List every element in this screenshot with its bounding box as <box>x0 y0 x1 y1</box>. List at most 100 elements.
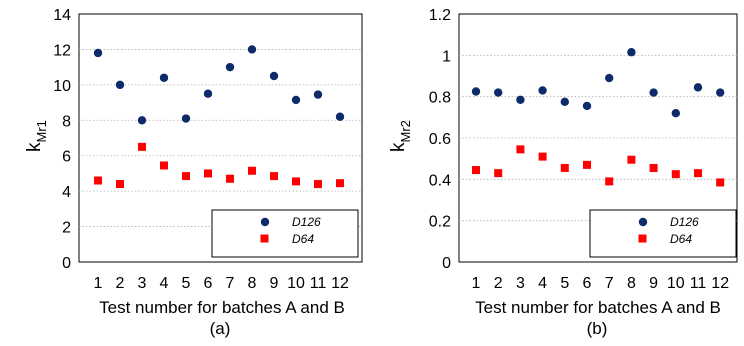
y-ticks-b: 0 0.2 0.4 0.6 0.8 1 1.2 <box>429 7 451 272</box>
x-tick-label-a: 5 <box>182 275 191 292</box>
legend-marker-d64-a <box>260 234 269 243</box>
x-tick-label-a: 4 <box>160 275 169 292</box>
point-d126-a-8 <box>247 45 257 54</box>
point-d126-a-11 <box>313 90 323 99</box>
x-tick-label-b: 3 <box>516 275 525 292</box>
x-tick-label-b: 12 <box>711 275 729 292</box>
x-tick-label-b: 11 <box>690 275 707 292</box>
point-d64-a-8 <box>248 166 256 175</box>
point-d126-b-5 <box>560 97 569 107</box>
point-d126-a-10 <box>291 95 301 105</box>
x-tick-label-a: 10 <box>287 275 305 292</box>
legend-label-d64-a: D64 <box>292 232 314 246</box>
y-tick-label-b: 0.6 <box>429 131 451 148</box>
point-d64-a-6 <box>204 169 212 178</box>
point-d64-b-2 <box>494 169 503 178</box>
point-d64-b-7 <box>605 177 614 186</box>
legend-label-d64-b: D64 <box>670 232 692 246</box>
x-tick-label-b: 8 <box>627 275 636 292</box>
point-d64-b-4 <box>538 152 547 161</box>
legend-box-a <box>211 209 359 258</box>
legend-b: D126 D64 <box>589 209 737 258</box>
point-d126-b-9 <box>649 88 658 97</box>
point-d64-a-12 <box>336 179 344 188</box>
point-d126-a-2 <box>115 80 125 90</box>
point-d126-b-8 <box>627 48 636 57</box>
x-tick-label-a: 1 <box>94 275 103 292</box>
point-d64-a-7 <box>226 174 234 183</box>
legend-marker-d126-a <box>260 217 270 227</box>
x-axis-label-a: Test number for batches A and B <box>99 298 345 317</box>
data-points-b <box>471 48 725 187</box>
data-points-a <box>93 45 345 189</box>
point-d64-a-11 <box>314 180 322 189</box>
legend-a: D126 D64 <box>211 209 359 258</box>
point-d64-a-4 <box>160 161 168 170</box>
x-ticks-b: 1 2 3 4 5 6 7 8 9 10 11 12 <box>472 275 730 292</box>
point-d64-a-5 <box>182 172 190 181</box>
y-axis-label-a: kMr1 <box>24 120 49 152</box>
x-tick-label-a: 9 <box>270 275 279 292</box>
panel-b: 00.20.40.60.811.2 1 2 3 4 5 6 7 8 9 10 11 12 D126 D… <box>388 7 738 338</box>
y-tick-label-b: 0.2 <box>429 214 451 231</box>
point-d126-b-3 <box>516 95 525 104</box>
point-d126-b-4 <box>538 86 547 95</box>
x-tick-label-b: 4 <box>538 275 547 292</box>
point-d64-b-6 <box>583 160 591 169</box>
panel-caption-a: (a) <box>210 319 231 338</box>
point-d126-b-2 <box>494 88 503 97</box>
panel-caption-b: (b) <box>587 319 608 338</box>
y-axis-label-b: kMr2 <box>388 120 413 152</box>
point-d64-b-8 <box>627 155 636 164</box>
x-tick-label-b: 9 <box>649 275 658 292</box>
x-tick-label-a: 3 <box>138 275 147 292</box>
point-d126-a-4 <box>159 73 169 82</box>
legend-label-d126-b: D126 <box>670 215 699 229</box>
y-tick-label-a: 10 <box>53 78 71 95</box>
point-d64-b-10 <box>671 170 680 179</box>
x-ticks-a: 1 2 3 4 5 6 7 8 9 10 11 12 <box>94 275 349 292</box>
point-d126-b-6 <box>582 101 592 111</box>
y-tick-label-a: 4 <box>62 184 71 201</box>
point-d126-a-12 <box>335 112 345 121</box>
point-d126-a-9 <box>269 71 279 81</box>
y-tick-label-a: 6 <box>62 149 71 166</box>
x-tick-label-a: 12 <box>331 275 349 292</box>
point-d64-b-11 <box>694 169 702 178</box>
point-d126-b-11 <box>693 83 703 92</box>
point-d126-a-7 <box>225 62 235 72</box>
y-tick-label-a: 12 <box>53 42 71 59</box>
y-tick-label-a: 0 <box>62 255 71 272</box>
point-d126-a-5 <box>181 114 191 123</box>
point-d64-a-2 <box>116 180 124 189</box>
x-tick-label-b: 1 <box>472 275 481 292</box>
legend-marker-d126-b <box>638 217 648 227</box>
x-tick-label-b: 5 <box>560 275 569 292</box>
point-d64-b-12 <box>716 178 725 187</box>
point-d64-b-5 <box>560 163 569 172</box>
x-tick-label-b: 7 <box>605 275 614 292</box>
x-tick-label-a: 6 <box>204 275 213 292</box>
point-d64-a-1 <box>94 176 102 185</box>
point-d126-a-3 <box>137 116 147 125</box>
x-axis-label-b: Test number for batches A and B <box>475 298 721 317</box>
legend-box-b <box>589 209 737 258</box>
x-tick-label-a: 11 <box>310 275 327 292</box>
y-tick-label-a: 14 <box>53 7 71 24</box>
x-tick-label-b: 2 <box>494 275 503 292</box>
x-tick-label-b: 6 <box>583 275 592 292</box>
point-d64-a-9 <box>270 172 278 181</box>
legend-label-d126-a: D126 <box>292 215 321 229</box>
x-tick-label-a: 2 <box>116 275 125 292</box>
y-tick-label-b: 0 <box>442 255 451 272</box>
point-d64-b-1 <box>472 166 480 175</box>
point-d64-a-10 <box>292 177 300 186</box>
point-d126-b-1 <box>471 87 481 96</box>
y-tick-label-a: 8 <box>62 113 71 130</box>
legend-marker-d64-b <box>638 234 647 243</box>
point-d126-a-1 <box>93 48 103 58</box>
point-d126-b-10 <box>671 109 680 118</box>
